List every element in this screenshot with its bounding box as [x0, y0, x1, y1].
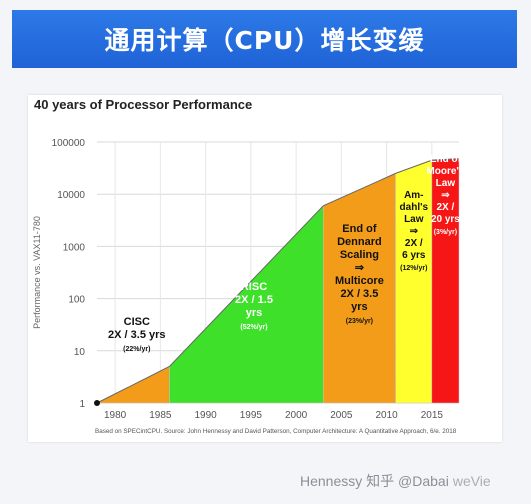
region-label-line: ⇒ [441, 190, 450, 201]
watermark-line1: Hennessy 知乎 @Dabai [300, 473, 449, 489]
region-label-line: ⇒ [410, 226, 419, 237]
region-label-line: 2X / 3.5 yrs [108, 329, 166, 341]
region-label-line: 2X / 1.5 [235, 294, 273, 306]
y-axis-label: Performance vs. VAX11-780 [32, 216, 42, 329]
x-tick-label: 2005 [330, 410, 353, 421]
region-label-line: Am- [404, 190, 423, 201]
region-label-line: 20 yrs [431, 214, 460, 225]
x-tick-label: 1985 [149, 410, 172, 421]
region-label-line: RISC [241, 281, 267, 293]
region-label-line: dahl's [400, 202, 429, 213]
region-label-line: Multicore [335, 275, 384, 287]
chart-title: 40 years of Processor Performance [34, 97, 253, 112]
y-tick-label: 10 [74, 347, 86, 358]
region-label-line: Dennard [337, 236, 382, 248]
region-rate-label: (23%/yr) [346, 318, 373, 325]
x-tick-label: 1995 [240, 410, 263, 421]
region-label-line: 6 yrs [402, 250, 426, 261]
start-point [94, 400, 100, 406]
region-label-line: 2X / [405, 238, 423, 249]
x-tick-label: 1990 [194, 410, 217, 421]
watermark: Hennessy 知乎 @Dabai weVie [300, 471, 491, 491]
region-label-line: Scaling [340, 249, 379, 261]
performance-curve [96, 158, 460, 404]
region-label-line: End of [342, 223, 377, 235]
x-tick-label: 1980 [104, 410, 127, 421]
region-label-line: yrs [351, 301, 368, 313]
y-tick-label: 1000 [63, 242, 86, 253]
watermark-line2: weVie [452, 473, 491, 489]
region-label-line: CISC [124, 316, 150, 328]
region-label-line: Law [436, 178, 456, 189]
region-label-line: End of [430, 154, 462, 165]
y-tick-label: 1 [79, 399, 85, 410]
y-tick-label: 10000 [57, 190, 85, 201]
banner-title: 通用计算（CPU）增长变缓 [12, 10, 517, 68]
region-label-line: yrs [246, 307, 263, 319]
x-tick-label: 2010 [375, 410, 398, 421]
y-tick-label: 100 [68, 295, 85, 306]
region-label-line: Law [404, 214, 424, 225]
region-rate-label: (12%/yr) [400, 265, 427, 272]
region-label-line: 2X / [437, 202, 455, 213]
region-label-line: 2X / 3.5 [340, 288, 378, 300]
region-label-line: Moore's [426, 166, 464, 177]
region-rate-label: (3%/yr) [434, 229, 457, 236]
region-label-line: ⇒ [355, 262, 364, 274]
region-rate-label: (22%/yr) [123, 346, 150, 353]
x-tick-label: 2015 [421, 410, 444, 421]
region-rate-label: (52%/yr) [240, 324, 267, 331]
y-tick-label: 100000 [52, 138, 86, 149]
x-tick-label: 2000 [285, 410, 308, 421]
source-note: Based on SPECintCPU. Source: John Hennes… [95, 428, 457, 435]
